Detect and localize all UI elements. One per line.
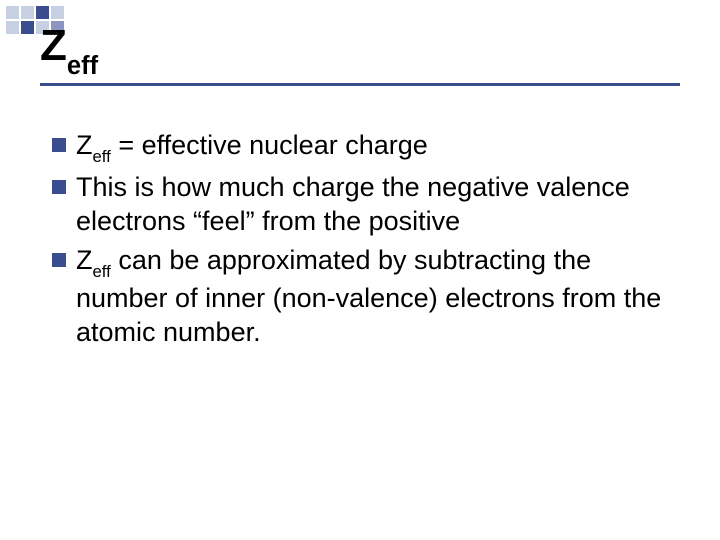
bullet-text: Zeff = effective nuclear charge: [76, 128, 668, 166]
bullet-square-icon: [52, 253, 66, 267]
bullet-text: Zeff can be approximated by subtracting …: [76, 243, 668, 350]
bullet-text: This is how much charge the negative val…: [76, 170, 668, 239]
slide-title: Zeff: [40, 24, 680, 75]
bullet-square-icon: [52, 138, 66, 152]
text-run: This is how much charge the negative val…: [76, 172, 630, 237]
text-run: = effective nuclear charge: [111, 130, 428, 160]
text-run: Z: [76, 130, 93, 160]
text-run: can be approximated by subtracting the n…: [76, 245, 661, 347]
deco-square: [51, 6, 64, 19]
slide-body: Zeff = effective nuclear charge This is h…: [52, 128, 668, 354]
title-subscript: eff: [67, 52, 98, 80]
bullet-square-icon: [52, 180, 66, 194]
text-run: Z: [76, 245, 93, 275]
deco-square: [6, 21, 19, 34]
deco-square: [21, 6, 34, 19]
deco-square: [21, 21, 34, 34]
title-container: Zeff: [40, 24, 680, 86]
text-subscript: eff: [93, 147, 111, 166]
bullet-item: Zeff can be approximated by subtracting …: [52, 243, 668, 350]
bullet-item: This is how much charge the negative val…: [52, 170, 668, 239]
title-main: Z: [40, 21, 67, 70]
deco-square: [36, 6, 49, 19]
slide: Zeff Zeff = effective nuclear charge This…: [0, 0, 720, 540]
bullet-item: Zeff = effective nuclear charge: [52, 128, 668, 166]
text-subscript: eff: [93, 262, 111, 281]
deco-square: [6, 6, 19, 19]
